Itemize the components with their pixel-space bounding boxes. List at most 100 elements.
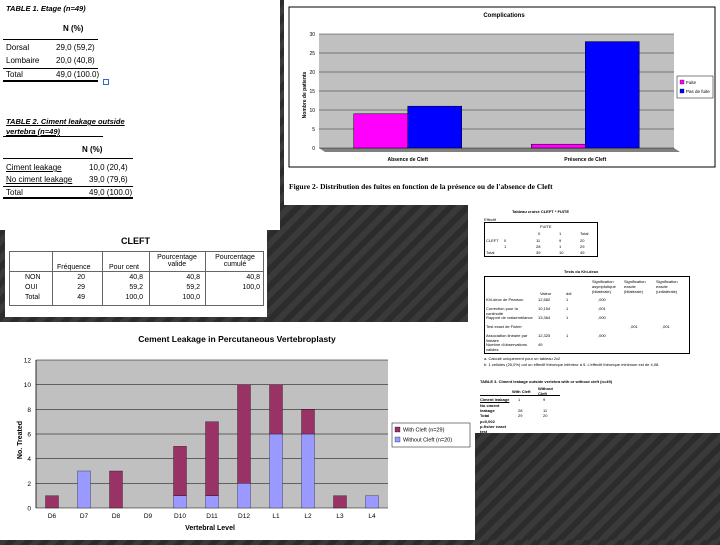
chi-header: Valeur — [540, 291, 552, 296]
bar-segment — [77, 470, 91, 509]
table3-cell: 20 — [543, 413, 548, 418]
crosstab-cell: 20 — [580, 238, 585, 243]
cement-leakage-panel: Cement Leakage in Percutaneous Vertebrop… — [0, 322, 475, 540]
cleft-box — [9, 251, 264, 306]
chi-cell: ,000 — [598, 333, 606, 338]
chi-row-label: Association linéaire par linéaire — [486, 333, 528, 343]
x-tick-label: L1 — [272, 513, 280, 520]
table2-rule — [3, 158, 133, 159]
plot-floor — [319, 148, 680, 152]
x-tick-label: L4 — [368, 513, 376, 520]
table3-label: Total — [480, 413, 490, 418]
crosstab-col: Total — [580, 231, 589, 236]
table1-value: 49,0 (100.0) — [56, 70, 100, 79]
chart-title: Complications — [483, 13, 525, 19]
table2-rule — [3, 197, 133, 199]
x-tick-label: D6 — [48, 513, 57, 520]
x-tick-label: L2 — [304, 513, 312, 520]
table1-title: TABLE 1. Etage (n=49) — [6, 4, 86, 13]
y-tick-label: 5 — [312, 127, 315, 133]
chi-cell: ,000 — [598, 315, 606, 320]
y-axis-label: No. Treated — [17, 421, 24, 459]
cleft-header: Pour cent — [109, 264, 139, 271]
table2-value: 10,0 (20,4) — [89, 163, 128, 172]
bar-pas-de-fuite — [585, 41, 640, 149]
bar-segment — [333, 495, 347, 509]
legend-swatch — [679, 79, 685, 85]
table1-rule — [3, 80, 98, 82]
cleft-header: Pourcentage valide — [157, 254, 197, 268]
legend-label: With Cleft (n=29) — [403, 428, 445, 434]
table3-test: p-fisher exact test — [480, 424, 507, 434]
figure-caption: Figure 2- Distribution des fuites en fon… — [289, 182, 553, 191]
y-tick-label: 12 — [24, 358, 32, 365]
y-tick-label: 20 — [309, 70, 315, 76]
table2-value: 49,0 (100.0) — [89, 188, 133, 197]
crosstab-title: Tableau croisé CLEFT * FUITE — [512, 209, 570, 214]
chi-row-label: Khi-deux de Pearson — [486, 297, 524, 302]
cleft-rule — [52, 251, 53, 306]
cleft-cell: 59,2 — [186, 284, 200, 291]
chi-header: Signification asymptotique (bilatérale) — [592, 279, 616, 294]
chi-cell: 1 — [566, 306, 569, 311]
chart-title: Cement Leakage in Percutaneous Vertebrop… — [138, 334, 336, 344]
table3-cell: 29 — [518, 413, 523, 418]
y-tick-label: 10 — [309, 108, 315, 114]
y-tick-label: 2 — [27, 481, 31, 488]
table3-label: Ciment leakage — [480, 397, 510, 402]
table3-cell: 1 — [518, 397, 521, 402]
chi-cell: 12,582 — [538, 297, 551, 302]
y-tick-label: 4 — [27, 456, 31, 463]
cleft-cell: 40,8 — [129, 274, 143, 281]
crosstab-col: 0 — [538, 231, 541, 236]
y-tick-label: 0 — [27, 506, 31, 513]
chi-cell: ,000 — [598, 297, 606, 302]
chi-title: Tests du Khi-deux — [564, 269, 599, 274]
table3-title: TABLE 3. Ciment leakage outside vertebra… — [480, 379, 613, 384]
table1-rule — [3, 68, 98, 69]
cleft-header: Pourcentage cumulé — [215, 254, 255, 268]
chi-cell: ,001 — [630, 324, 638, 329]
table3-cell: 11 — [543, 408, 548, 413]
cleft-cell: 40,8 — [186, 274, 200, 281]
x-tick-label: D12 — [238, 513, 250, 520]
chi-row-label: Nombre d'observations valides — [486, 342, 528, 352]
cleft-row-label: Total — [25, 294, 40, 301]
crosstab-box — [484, 222, 598, 257]
crosstab-cell: 9 — [559, 238, 562, 243]
crosstab-row-label: CLEFT — [486, 238, 499, 243]
table3-header: With Cleft — [512, 389, 531, 394]
chi-box — [484, 276, 690, 354]
statistics-panel: Tableau croisé CLEFT * FUITE Effectif FU… — [468, 205, 720, 434]
cleft-cell: 40,8 — [246, 274, 260, 281]
cleft-rule — [9, 271, 264, 272]
bar-segment — [237, 483, 251, 509]
table3-p: p=0,002 — [480, 419, 495, 424]
x-tick-label: D8 — [112, 513, 121, 520]
table1-value: 20,0 (40,8) — [56, 56, 95, 65]
table2-rule — [3, 136, 103, 137]
chi-row-label: Correction pour la continuité — [486, 306, 518, 316]
cleft-cell: 100,0 — [182, 294, 200, 301]
bar-segment — [269, 384, 283, 435]
bar-segment — [173, 446, 187, 496]
y-axis-label: Nombre de patients — [302, 71, 308, 118]
chi-header: ddl — [566, 291, 572, 296]
cleft-rule — [102, 251, 103, 306]
resize-handle[interactable] — [103, 79, 109, 85]
legend — [676, 75, 714, 99]
table3-rule — [480, 395, 560, 396]
table1-label: Lombaire — [6, 56, 40, 65]
x-tick-label: D11 — [206, 513, 218, 520]
table2-label: Total — [6, 188, 23, 197]
cement-leakage-chart: Cement Leakage in Percutaneous Vertebrop… — [17, 334, 471, 532]
cleft-table-panel: CLEFT Fréquence Pour cent Pourcentage va… — [5, 229, 267, 317]
bar-segment — [173, 495, 187, 509]
effectif-label: Effectif — [484, 217, 497, 222]
crosstab-cell: 11 — [536, 238, 541, 243]
y-tick-label: 6 — [27, 432, 31, 439]
legend-swatch — [394, 436, 401, 443]
complications-panel: Complications Nombre de patients 0 5 10 15 2… — [284, 0, 720, 205]
table2-title: vertebra (n=49) — [6, 127, 60, 136]
bar-segment — [301, 409, 315, 435]
